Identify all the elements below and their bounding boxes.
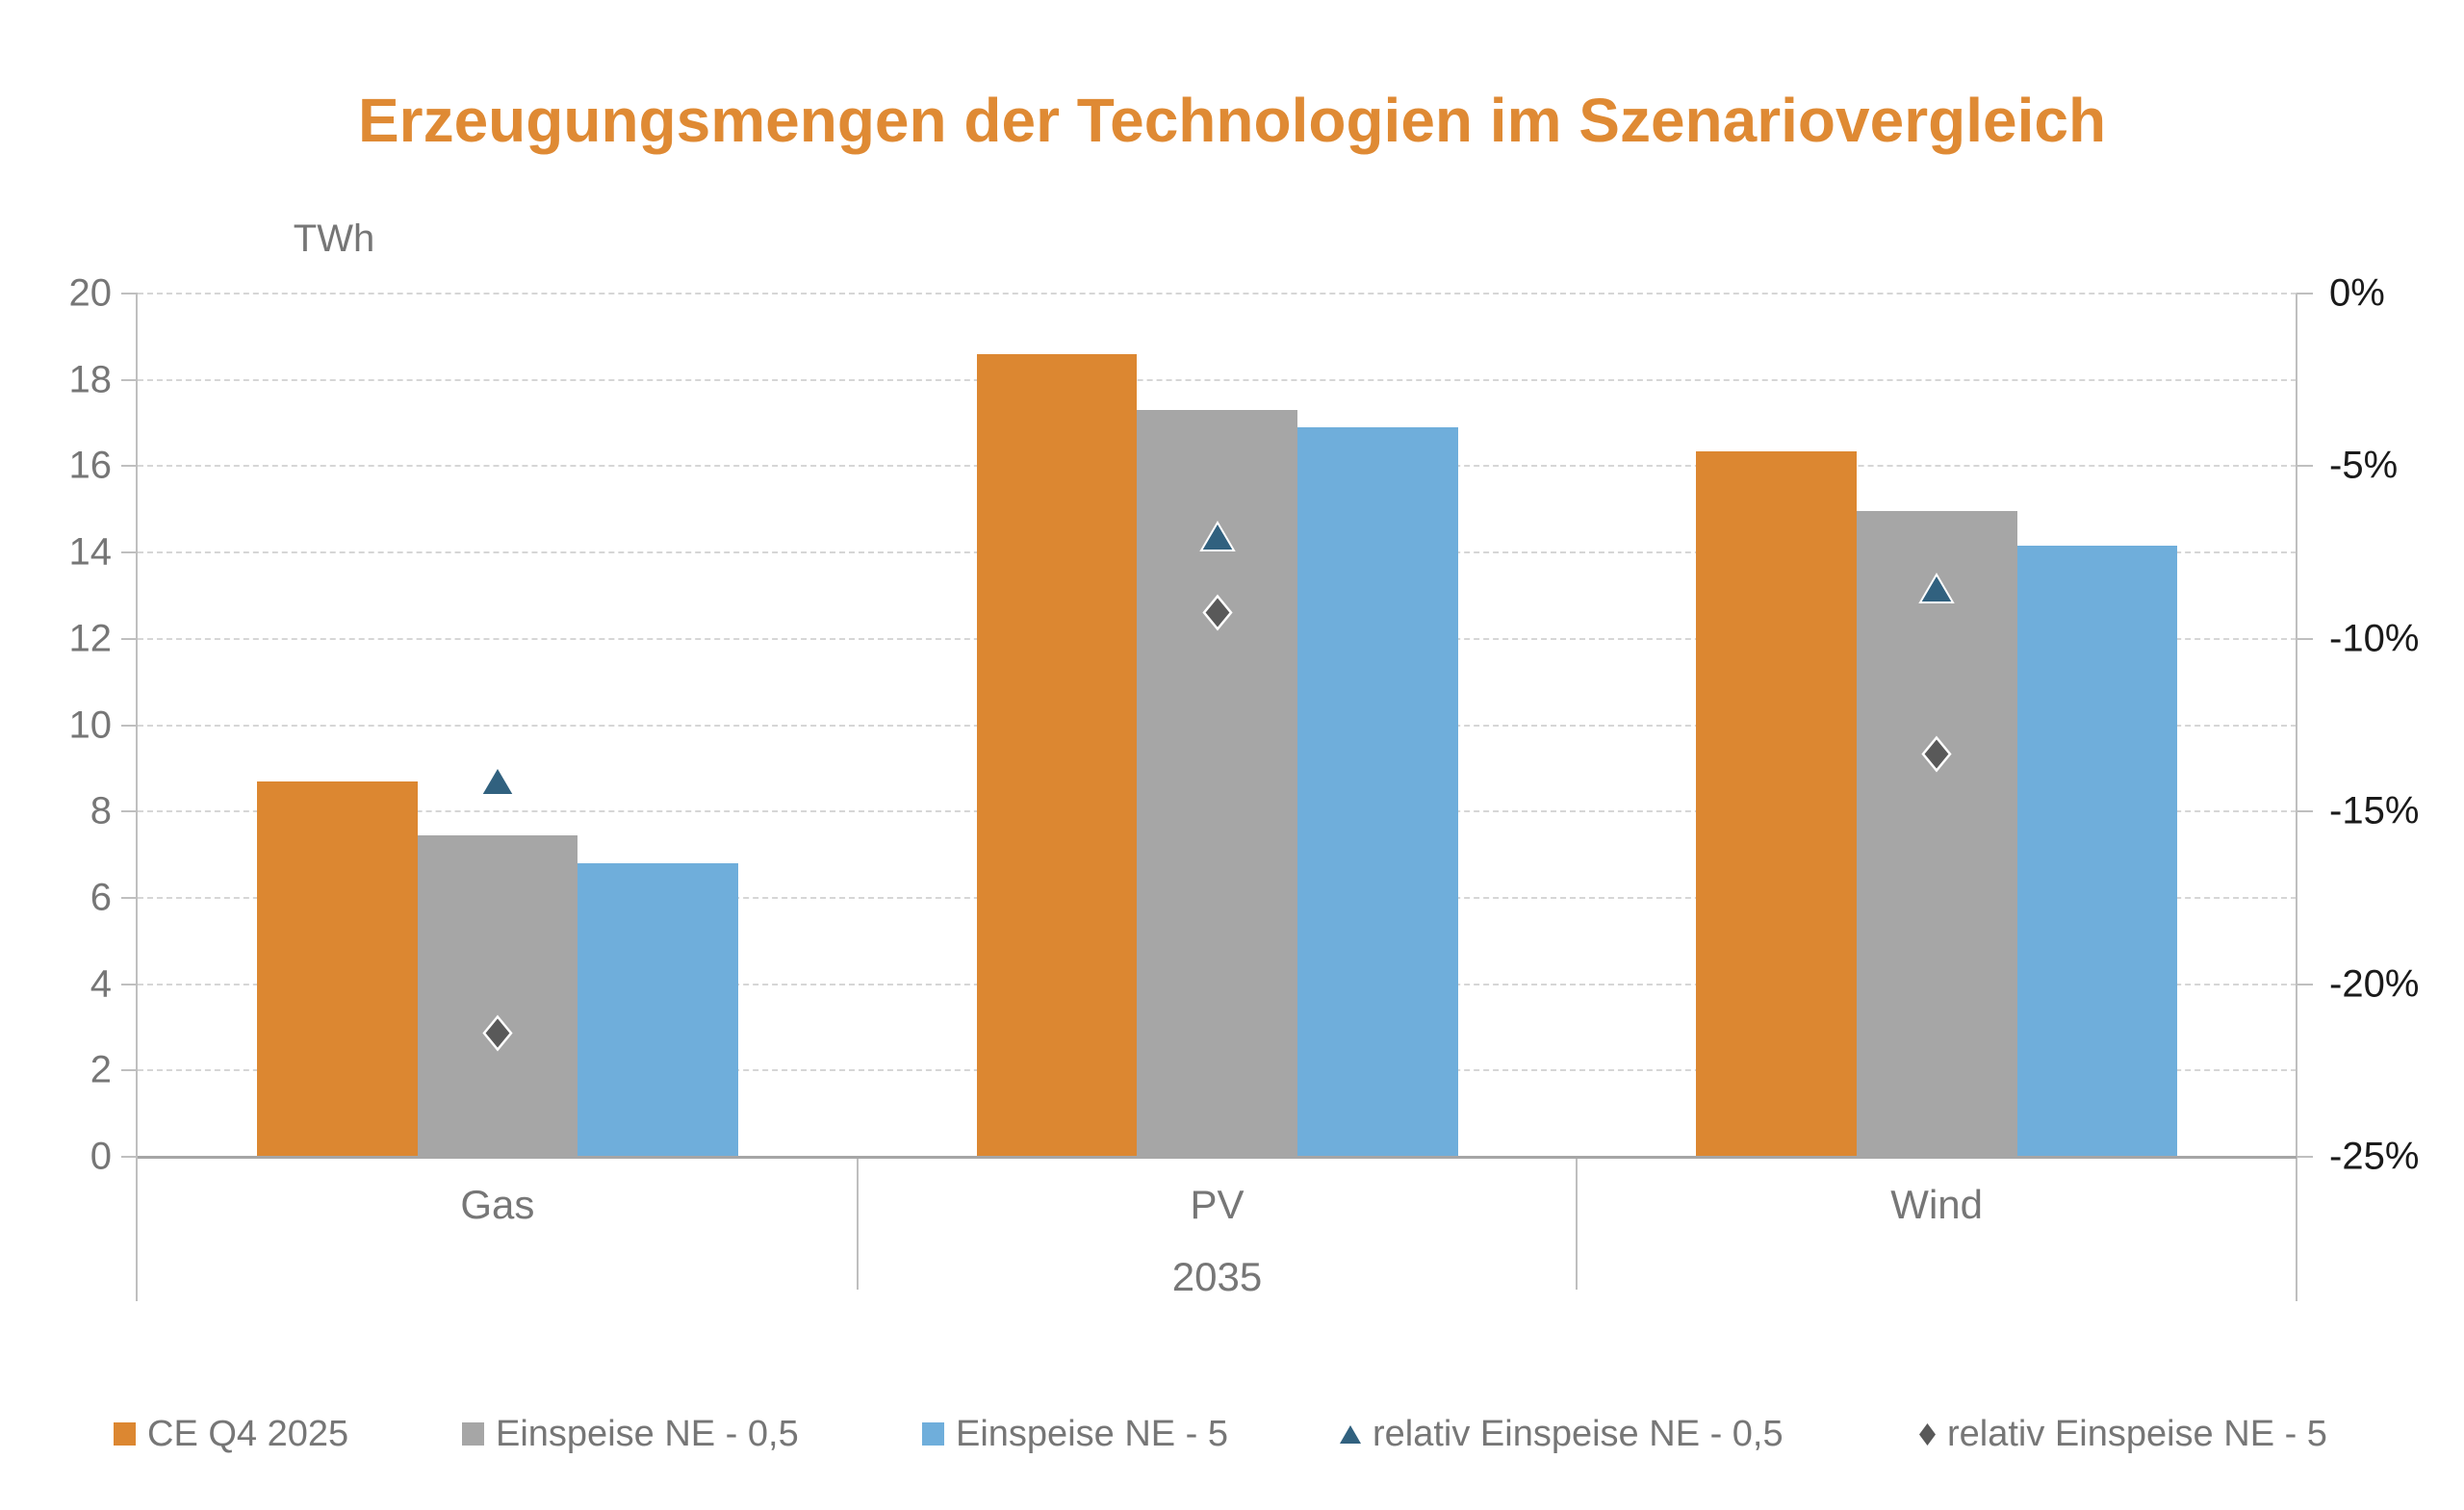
- left-axis-tick-label: 18: [68, 358, 113, 401]
- left-axis-tick-label: 2: [90, 1048, 112, 1091]
- bar-ce-q4-2025: [976, 353, 1138, 1156]
- x-axis-category-label: Gas: [460, 1182, 535, 1227]
- left-axis-line: [136, 294, 138, 1301]
- right-axis-line: [2296, 294, 2297, 1301]
- left-axis-tick-label: 12: [68, 617, 113, 660]
- legend-label: relativ Einspeise NE - 5: [1947, 1413, 2327, 1454]
- left-axis-tick: [121, 378, 138, 381]
- marker-triangle-marker: [479, 765, 516, 802]
- legend-item: Einspeise NE - 0,5: [462, 1407, 799, 1461]
- right-axis-tick-label: -20%: [2329, 962, 2420, 1006]
- legend-item: relativ Einspeise NE - 0,5: [1338, 1407, 1784, 1461]
- legend-swatch-icon: [922, 1422, 944, 1446]
- left-axis-tick: [121, 983, 138, 985]
- marker-diamond-marker: [1921, 735, 1952, 777]
- right-axis-tick: [2297, 637, 2313, 640]
- x-axis-group-label: 2035: [1171, 1254, 1263, 1299]
- x-axis-category-label: Wind: [1890, 1182, 1984, 1227]
- chart-title: Erzeugungsmengen der Technologien im Sze…: [357, 86, 2107, 155]
- marker-diamond-icon: [1919, 1422, 1936, 1446]
- legend: CE Q4 2025 Einspeise NE - 0,5 Einspeise NE…: [0, 1407, 2464, 1461]
- left-axis-tick: [121, 637, 138, 640]
- right-axis-tick-label: 0%: [2329, 271, 2385, 315]
- legend-item: relativ Einspeise NE - 5: [1917, 1407, 2327, 1461]
- legend-item: CE Q4 2025: [114, 1407, 348, 1461]
- marker-triangle-icon: [1340, 1424, 1361, 1444]
- legend-swatch-icon: [462, 1422, 484, 1446]
- category-separator: [1576, 1159, 1578, 1290]
- left-axis-tick: [121, 1069, 138, 1072]
- left-axis-tick: [121, 1156, 138, 1158]
- marker-triangle-marker: [1198, 520, 1236, 557]
- left-axis-tick: [121, 465, 138, 468]
- bar-einspeise-ne-0-5: [417, 834, 578, 1156]
- left-axis-tick: [121, 810, 138, 813]
- right-axis-tick-label: -25%: [2329, 1135, 2420, 1178]
- bar-einspeise-ne-5: [1296, 427, 1458, 1156]
- left-axis-tick-label: 16: [68, 444, 113, 487]
- bar-einspeise-ne-5: [2016, 546, 2178, 1156]
- legend-label: CE Q4 2025: [147, 1413, 349, 1454]
- right-axis-tick-label: -5%: [2329, 444, 2399, 487]
- left-axis-tick: [121, 896, 138, 899]
- bar-einspeise-ne-5: [578, 863, 738, 1156]
- bar-einspeise-ne-0-5: [1856, 511, 2017, 1156]
- left-axis-tick: [121, 293, 138, 294]
- x-axis-category-label: PV: [1190, 1182, 1245, 1227]
- right-axis-tick: [2297, 1156, 2313, 1158]
- left-axis-tick-label: 14: [68, 530, 113, 574]
- left-axis-tick-label: 20: [68, 271, 113, 315]
- left-axis-tick: [121, 551, 138, 554]
- left-axis-unit-label: TWh: [293, 218, 375, 260]
- gridline: [138, 293, 2297, 294]
- right-axis-tick: [2297, 810, 2313, 813]
- bar-ce-q4-2025: [256, 781, 418, 1156]
- left-axis-tick-label: 0: [90, 1135, 112, 1178]
- left-axis-tick-label: 8: [90, 789, 112, 832]
- left-axis-tick-label: 4: [90, 962, 112, 1006]
- marker-diamond-marker: [1201, 594, 1233, 635]
- left-axis-tick-label: 6: [90, 876, 112, 919]
- right-axis-tick-label: -15%: [2329, 789, 2420, 832]
- marker-diamond-marker: [482, 1014, 513, 1057]
- legend-swatch-icon: [114, 1422, 136, 1446]
- category-separator: [856, 1159, 859, 1290]
- left-axis-tick-label: 10: [68, 704, 113, 746]
- legend-label: Einspeise NE - 0,5: [496, 1413, 799, 1454]
- right-axis-tick: [2297, 465, 2313, 468]
- legend-item: Einspeise NE - 5: [922, 1407, 1228, 1461]
- right-axis-tick: [2297, 293, 2313, 294]
- right-axis-tick-label: -10%: [2329, 617, 2420, 660]
- legend-label: Einspeise NE - 5: [956, 1413, 1229, 1454]
- left-axis-tick: [121, 724, 138, 727]
- marker-triangle-marker: [1918, 572, 1955, 609]
- right-axis-tick: [2297, 983, 2313, 985]
- legend-label: relativ Einspeise NE - 0,5: [1373, 1413, 1784, 1454]
- x-axis-baseline: [138, 1156, 2297, 1159]
- bar-ce-q4-2025: [1696, 450, 1857, 1156]
- gridline: [138, 378, 2297, 381]
